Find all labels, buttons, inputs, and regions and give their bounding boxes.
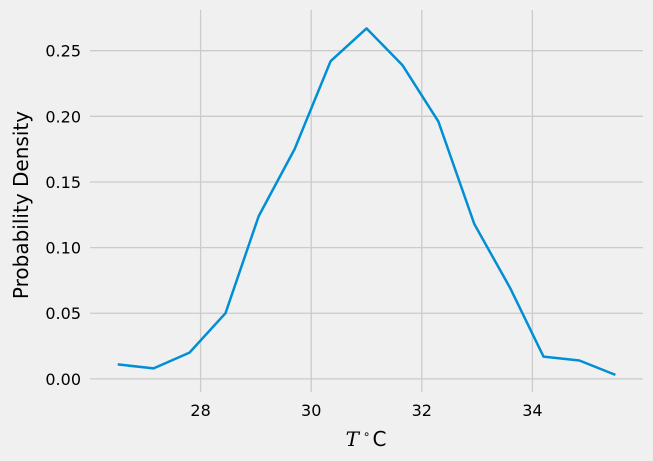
x-axis-label: T ∘ C xyxy=(346,427,387,451)
x-tick-label: 28 xyxy=(190,401,210,420)
y-tick-label: 0.25 xyxy=(45,42,81,61)
y-tick-label: 0.05 xyxy=(45,304,81,323)
x-tick-label: 32 xyxy=(412,401,432,420)
y-tick-label: 0.15 xyxy=(45,173,81,192)
y-axis-label: Probability Density xyxy=(9,111,33,299)
plot-background xyxy=(90,10,643,392)
y-tick-labels: 0.00 0.05 0.10 0.15 0.20 0.25 xyxy=(45,42,81,389)
grid-lines xyxy=(90,10,643,392)
x-tick-label: 30 xyxy=(301,401,321,420)
y-tick-label: 0.10 xyxy=(45,239,81,258)
y-tick-label: 0.20 xyxy=(45,107,81,126)
density-line xyxy=(117,27,616,377)
x-tick-labels: 28 30 32 34 xyxy=(190,401,542,420)
x-axis-unit: C xyxy=(372,427,386,451)
series-lines xyxy=(117,27,616,377)
y-tick-label: 0.00 xyxy=(45,370,81,389)
x-tick-label: 34 xyxy=(522,401,542,420)
